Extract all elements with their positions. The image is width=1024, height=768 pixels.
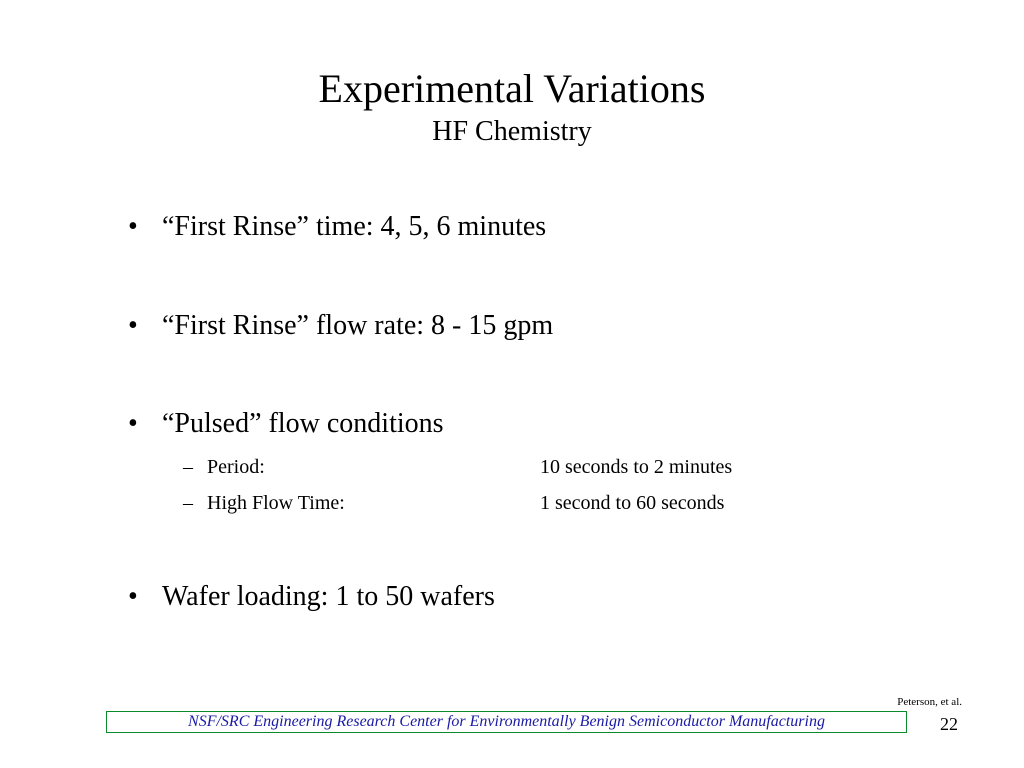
sub-bullet-marker: – [183,456,193,478]
bullet-text: “First Rinse” time: 4, 5, 6 minutes [162,211,547,242]
bullet-text: “First Rinse” flow rate: 8 - 15 gpm [162,310,554,341]
sub-bullet-label: Period: [207,456,265,478]
bullet-marker: • [128,408,138,439]
slide-subtitle: HF Chemistry [432,116,592,147]
bullet-marker: • [128,581,138,612]
bullet-text: Wafer loading: 1 to 50 wafers [162,581,495,612]
bullet-marker: • [128,310,138,341]
bullet-marker: • [128,211,138,242]
sub-bullet-value: 1 second to 60 seconds [540,492,725,514]
page-number: 22 [940,714,958,734]
author-credit: Peterson, et al. [897,696,962,708]
footer-banner-text: NSF/SRC Engineering Research Center for … [188,713,825,730]
sub-bullet-label: High Flow Time: [207,492,345,514]
slide-title: Experimental Variations [318,66,706,111]
bullet-text: “Pulsed” flow conditions [162,408,444,439]
sub-bullet-value: 10 seconds to 2 minutes [540,456,733,478]
sub-bullet-marker: – [183,492,193,514]
footer-banner: NSF/SRC Engineering Research Center for … [106,711,907,733]
